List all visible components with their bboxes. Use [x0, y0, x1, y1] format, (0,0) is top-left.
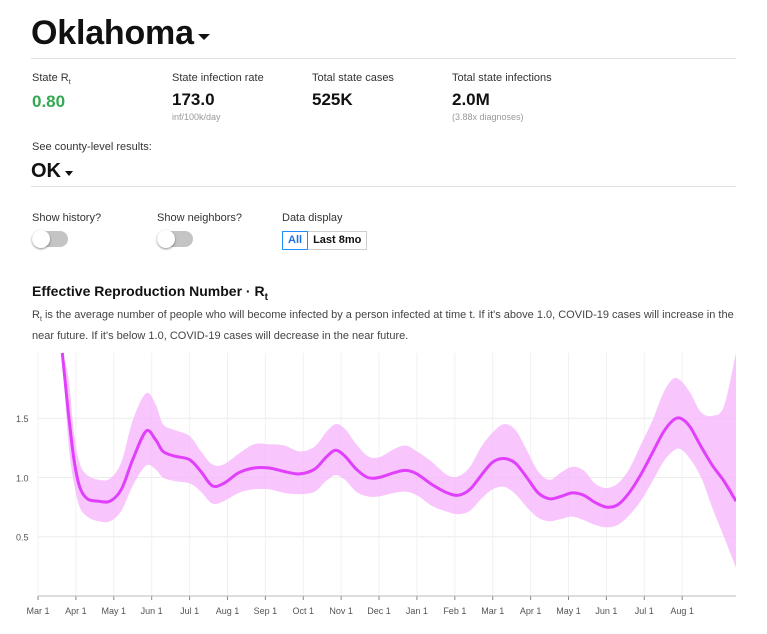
display-all-button[interactable]: All [282, 231, 309, 250]
county-value: OK [31, 160, 61, 182]
x-tick-label: Jul 1 [635, 606, 654, 616]
y-tick-label: 0.5 [16, 533, 29, 543]
x-tick-label: Sep 1 [254, 606, 278, 616]
stat-value: 2.0M [452, 90, 490, 109]
chart-title: Effective Reproduction Number · Rt [32, 283, 268, 303]
x-tick-label: Jan 1 [406, 606, 428, 616]
history-label: Show history? [32, 212, 102, 224]
stat-value: 525K [312, 90, 353, 109]
divider [31, 58, 736, 59]
state-title: Oklahoma [31, 14, 194, 52]
county-selector[interactable]: OK [31, 160, 73, 183]
x-tick-label: Aug 1 [216, 606, 240, 616]
toggle-knob [157, 230, 175, 248]
neighbors-toggle[interactable] [157, 230, 193, 248]
display-last-8mo-button[interactable]: Last 8mo [308, 231, 368, 250]
caret-down-icon [197, 33, 210, 40]
y-tick-label: 1.0 [16, 473, 29, 483]
y-tick-label: 1.5 [16, 414, 29, 424]
rt-series-line [60, 352, 736, 509]
x-tick-label: Mar 1 [481, 606, 504, 616]
stat-label: Total state infections [452, 72, 552, 84]
stat-value: 173.0 [172, 90, 215, 109]
stat-label: Total state cases [312, 72, 394, 84]
stat-label: State Rt [32, 72, 71, 87]
x-tick-label: May 1 [556, 606, 581, 616]
x-tick-label: Dec 1 [367, 606, 391, 616]
data-display-label: Data display [282, 212, 343, 224]
x-tick-label: May 1 [102, 606, 127, 616]
data-display-selector: All Last 8mo [282, 231, 368, 250]
state-selector[interactable]: Oklahoma [31, 14, 210, 53]
stat-sub: (3.88x diagnoses) [452, 112, 524, 122]
x-tick-label: Oct 1 [292, 606, 314, 616]
history-toggle[interactable] [32, 230, 68, 248]
stat-label: State infection rate [172, 72, 264, 84]
x-tick-label: Mar 1 [26, 606, 49, 616]
caret-down-icon [65, 170, 73, 176]
x-tick-label: Feb 1 [443, 606, 466, 616]
chart-description: Rt is the average number of people who w… [32, 309, 734, 343]
confidence-band [62, 353, 736, 568]
x-tick-label: Apr 1 [65, 606, 87, 616]
stat-sub: inf/100k/day [172, 112, 221, 122]
rt-chart: 0.5 1.0 1.5 Mar 1 Apr 1 May 1 Jun 1 Jul 1 Aug 1 S… [16, 352, 736, 616]
divider [31, 186, 736, 187]
stat-value: 0.80 [32, 92, 66, 112]
county-label: See county-level results: [32, 141, 152, 153]
x-tick-label: Jun 1 [595, 606, 617, 616]
x-tick-label: Jul 1 [180, 606, 199, 616]
x-tick-label: Aug 1 [670, 606, 694, 616]
stat-state-rt: State Rt 0.80 [32, 72, 71, 112]
toggle-knob [32, 230, 50, 248]
stat-total-infections: Total state infections 2.0M (3.88x diagn… [452, 72, 552, 122]
x-tick-label: Apr 1 [520, 606, 542, 616]
stat-infection-rate: State infection rate 173.0 inf/100k/day [172, 72, 264, 122]
x-tick-label: Nov 1 [329, 606, 353, 616]
x-tick-label: Jun 1 [141, 606, 163, 616]
stat-total-cases: Total state cases 525K [312, 72, 394, 110]
neighbors-label: Show neighbors? [157, 212, 243, 224]
